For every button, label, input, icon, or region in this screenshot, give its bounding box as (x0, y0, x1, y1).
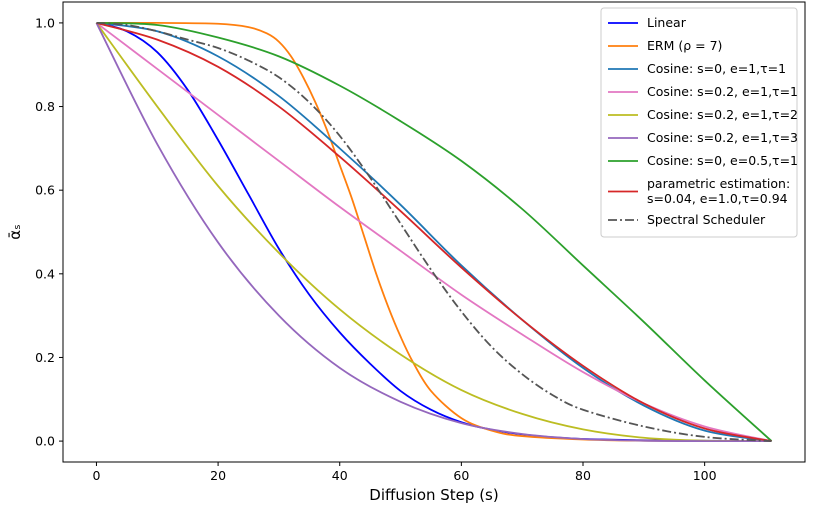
legend-box (600, 7, 798, 238)
series-line-4 (95, 22, 772, 442)
legend-label-2: Cosine: s=0, e=1,τ=1 (647, 61, 786, 76)
x-tick-label: 20 (210, 468, 226, 483)
x-tick-label: 40 (332, 468, 348, 483)
x-tick-label: 60 (453, 468, 469, 483)
x-tick-label: 0 (92, 468, 100, 483)
y-tick-label: 0.6 (35, 183, 55, 198)
y-axis-ticks: 0.0 0.2 0.4 0.6 0.8 1.0 (35, 15, 63, 449)
legend-label-7: s=0.04, e=1.0,τ=0.94 (647, 191, 788, 206)
series-line-1 (96, 21, 772, 442)
legend-label-6: Cosine: s=0, e=0.5,τ=1 (647, 153, 798, 168)
legend: Linear ERM (ρ = 7) Cosine: s=0, e=1,τ=1 Cos… (600, 7, 798, 238)
x-tick-label: 80 (575, 468, 591, 483)
series-line-8 (96, 22, 772, 442)
legend-label-1: ERM (ρ = 7) (647, 38, 722, 53)
series-line-5 (95, 22, 772, 443)
legend-label-4: Cosine: s=0.2, e=1,τ=2 (647, 107, 798, 122)
plot-lines (95, 21, 773, 443)
legend-label-7: parametric estimation: (647, 176, 790, 191)
y-tick-label: 0.2 (35, 350, 55, 365)
legend-label-8: Spectral Scheduler (647, 212, 766, 227)
y-axis-label: ᾱₛ (6, 224, 24, 239)
y-tick-label: 1.0 (35, 15, 55, 30)
y-tick-label: 0.0 (35, 434, 55, 449)
legend-label-3: Cosine: s=0.2, e=1,τ=1 (647, 84, 798, 99)
x-axis-ticks: 0 20 40 60 80 100 (92, 462, 717, 483)
x-tick-label: 100 (693, 468, 717, 483)
x-axis-label: Diffusion Step (s) (369, 486, 498, 504)
series-line-7 (96, 22, 772, 442)
series-line-6 (96, 22, 773, 442)
legend-label-5: Cosine: s=0.2, e=1,τ=3 (647, 130, 798, 145)
y-tick-label: 0.4 (35, 266, 55, 281)
legend-label-0: Linear (647, 15, 687, 30)
series-line-2 (96, 22, 772, 442)
plot-frame (62, 1, 806, 463)
y-tick-label: 0.8 (35, 99, 55, 114)
